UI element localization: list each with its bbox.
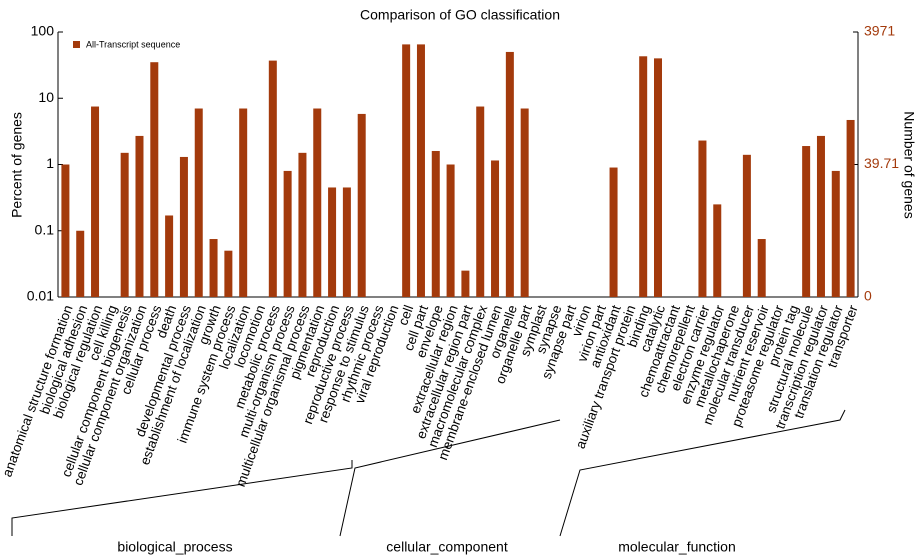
bar xyxy=(209,239,218,297)
bar xyxy=(698,140,707,297)
bar xyxy=(431,150,440,297)
legend-swatch xyxy=(73,41,80,48)
group-bracket xyxy=(559,409,846,537)
group-bracket xyxy=(339,419,561,537)
y-tick-label: 0.1 xyxy=(35,221,55,237)
x-tick-label: cell xyxy=(395,303,416,327)
bar xyxy=(416,44,425,298)
bar xyxy=(283,170,292,297)
bar xyxy=(239,108,248,297)
bar xyxy=(654,58,662,297)
bar xyxy=(120,152,129,297)
bar xyxy=(313,108,322,297)
group-bracket xyxy=(11,460,353,536)
bar xyxy=(609,167,618,297)
bar xyxy=(357,113,366,297)
y-tick-label: 1 xyxy=(46,155,54,171)
bar xyxy=(91,106,100,297)
bar xyxy=(150,62,159,297)
bar xyxy=(165,215,174,297)
bar xyxy=(713,204,722,297)
bar xyxy=(268,60,277,298)
bar xyxy=(446,164,455,297)
bar xyxy=(491,160,500,297)
bar xyxy=(757,239,766,297)
bar xyxy=(846,119,855,298)
chart-title: Comparison of GO classification xyxy=(360,7,560,23)
bar xyxy=(76,230,85,297)
bar xyxy=(298,152,307,297)
bar xyxy=(639,56,648,297)
group-label: molecular_function xyxy=(618,539,736,555)
bar xyxy=(179,156,188,297)
bar xyxy=(342,187,351,297)
bar xyxy=(135,135,144,297)
y2-tick-label: 39.71 xyxy=(864,155,899,171)
bar xyxy=(224,250,233,297)
legend-label: All-Transcript sequence xyxy=(86,39,180,49)
bar xyxy=(520,108,529,297)
bar xyxy=(461,270,470,297)
group-label: biological_process xyxy=(117,539,232,555)
y2-tick-label: 3971 xyxy=(864,23,895,39)
bar xyxy=(328,187,337,297)
y2-axis-label: Number of genes xyxy=(901,111,917,218)
bar xyxy=(402,44,411,298)
bar xyxy=(61,164,70,297)
bar xyxy=(476,106,485,297)
bar xyxy=(816,135,825,297)
bar xyxy=(802,146,811,297)
y-axis-label: Percent of genes xyxy=(9,112,25,218)
y2-tick-label: 0 xyxy=(864,288,872,304)
bar xyxy=(505,51,514,297)
group-label: cellular_component xyxy=(386,539,508,555)
bar xyxy=(742,154,751,297)
y-tick-label: 100 xyxy=(31,23,55,39)
y-tick-label: 10 xyxy=(38,89,54,105)
y-tick-label: 0.01 xyxy=(27,288,54,304)
bar xyxy=(831,170,840,297)
bar xyxy=(194,108,203,297)
